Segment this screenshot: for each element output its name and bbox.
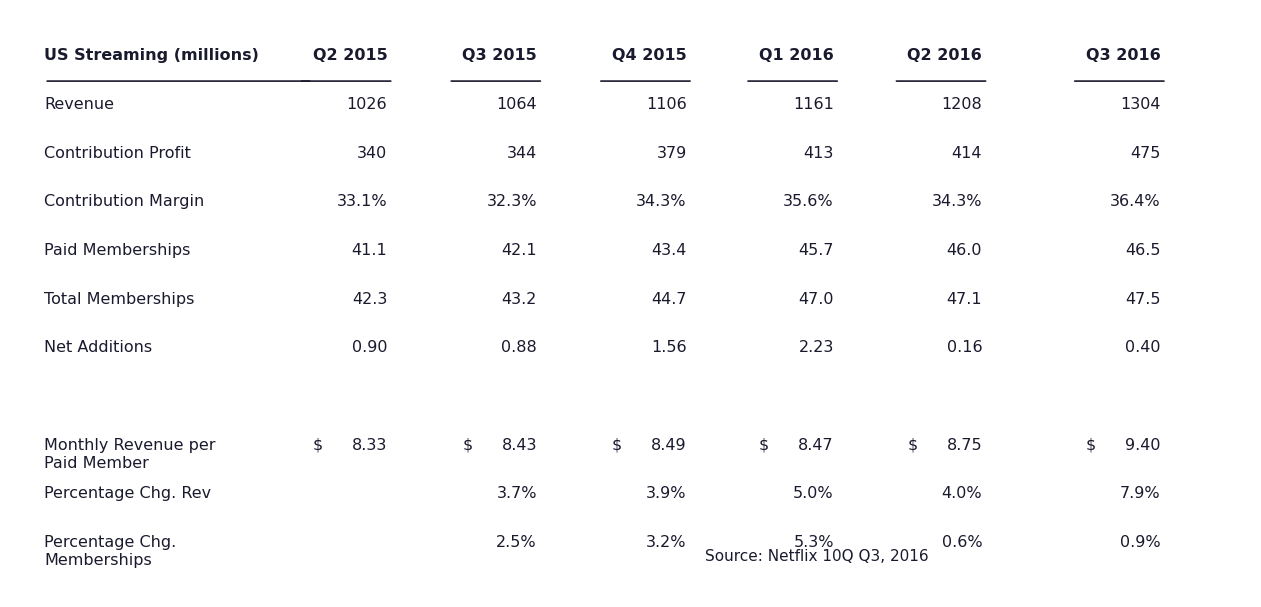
Text: 43.2: 43.2 — [502, 291, 537, 307]
Text: 1064: 1064 — [497, 97, 537, 112]
Text: 0.90: 0.90 — [352, 341, 387, 355]
Text: Revenue: Revenue — [44, 97, 115, 112]
Text: 0.40: 0.40 — [1125, 341, 1160, 355]
Text: 7.9%: 7.9% — [1120, 486, 1160, 501]
Text: Q2 2015: Q2 2015 — [313, 49, 387, 64]
Text: Q4 2015: Q4 2015 — [612, 49, 687, 64]
Text: 8.75: 8.75 — [947, 438, 982, 453]
Text: Monthly Revenue per
Paid Member: Monthly Revenue per Paid Member — [44, 438, 216, 471]
Text: 414: 414 — [952, 146, 982, 161]
Text: 0.88: 0.88 — [501, 341, 537, 355]
Text: Paid Memberships: Paid Memberships — [44, 243, 190, 258]
Text: 0.9%: 0.9% — [1120, 535, 1160, 550]
Text: 1208: 1208 — [942, 97, 982, 112]
Text: 47.0: 47.0 — [798, 291, 834, 307]
Text: 46.5: 46.5 — [1125, 243, 1160, 258]
Text: 47.1: 47.1 — [947, 291, 982, 307]
Text: 8.33: 8.33 — [352, 438, 387, 453]
Text: 45.7: 45.7 — [798, 243, 834, 258]
Text: 2.5%: 2.5% — [497, 535, 537, 550]
Text: 1026: 1026 — [347, 97, 387, 112]
Text: $: $ — [908, 438, 918, 453]
Text: 46.0: 46.0 — [947, 243, 982, 258]
Text: Percentage Chg. Rev: Percentage Chg. Rev — [44, 486, 212, 501]
Text: Q3 2016: Q3 2016 — [1086, 49, 1160, 64]
Text: $: $ — [313, 438, 323, 453]
Text: $: $ — [1086, 438, 1096, 453]
Text: Source: Netflix 10Q Q3, 2016: Source: Netflix 10Q Q3, 2016 — [705, 549, 929, 565]
Text: 32.3%: 32.3% — [487, 194, 537, 209]
Text: 34.3%: 34.3% — [636, 194, 687, 209]
Text: 5.3%: 5.3% — [793, 535, 834, 550]
Text: 33.1%: 33.1% — [337, 194, 387, 209]
Text: 34.3%: 34.3% — [932, 194, 982, 209]
Text: Contribution Profit: Contribution Profit — [44, 146, 192, 161]
Text: 8.43: 8.43 — [502, 438, 537, 453]
Text: 475: 475 — [1130, 146, 1160, 161]
Text: US Streaming (millions): US Streaming (millions) — [44, 49, 260, 64]
Text: 3.9%: 3.9% — [646, 486, 687, 501]
Text: 47.5: 47.5 — [1125, 291, 1160, 307]
Text: 3.7%: 3.7% — [497, 486, 537, 501]
Text: 36.4%: 36.4% — [1110, 194, 1160, 209]
Text: Q3 2015: Q3 2015 — [463, 49, 537, 64]
Text: $: $ — [612, 438, 622, 453]
Text: 0.6%: 0.6% — [942, 535, 982, 550]
Text: 1106: 1106 — [646, 97, 687, 112]
Text: 5.0%: 5.0% — [793, 486, 834, 501]
Text: Net Additions: Net Additions — [44, 341, 153, 355]
Text: 379: 379 — [657, 146, 687, 161]
Text: 41.1: 41.1 — [352, 243, 387, 258]
Text: 2.23: 2.23 — [798, 341, 834, 355]
Text: Total Memberships: Total Memberships — [44, 291, 194, 307]
Text: Contribution Margin: Contribution Margin — [44, 194, 204, 209]
Text: $: $ — [462, 438, 473, 453]
Text: 42.3: 42.3 — [352, 291, 387, 307]
Text: 8.49: 8.49 — [651, 438, 687, 453]
Text: 43.4: 43.4 — [651, 243, 687, 258]
Text: 1304: 1304 — [1120, 97, 1160, 112]
Text: 42.1: 42.1 — [502, 243, 537, 258]
Text: 1161: 1161 — [793, 97, 834, 112]
Text: 0.16: 0.16 — [947, 341, 982, 355]
Text: Q1 2016: Q1 2016 — [759, 49, 834, 64]
Text: 344: 344 — [507, 146, 537, 161]
Text: 4.0%: 4.0% — [942, 486, 982, 501]
Text: 3.2%: 3.2% — [646, 535, 687, 550]
Text: 35.6%: 35.6% — [783, 194, 834, 209]
Text: 340: 340 — [357, 146, 387, 161]
Text: $: $ — [759, 438, 769, 453]
Text: 9.40: 9.40 — [1125, 438, 1160, 453]
Text: Percentage Chg.
Memberships: Percentage Chg. Memberships — [44, 535, 177, 568]
Text: 1.56: 1.56 — [651, 341, 687, 355]
Text: Q2 2016: Q2 2016 — [908, 49, 982, 64]
Text: 413: 413 — [803, 146, 834, 161]
Text: 44.7: 44.7 — [651, 291, 687, 307]
Text: 8.47: 8.47 — [798, 438, 834, 453]
